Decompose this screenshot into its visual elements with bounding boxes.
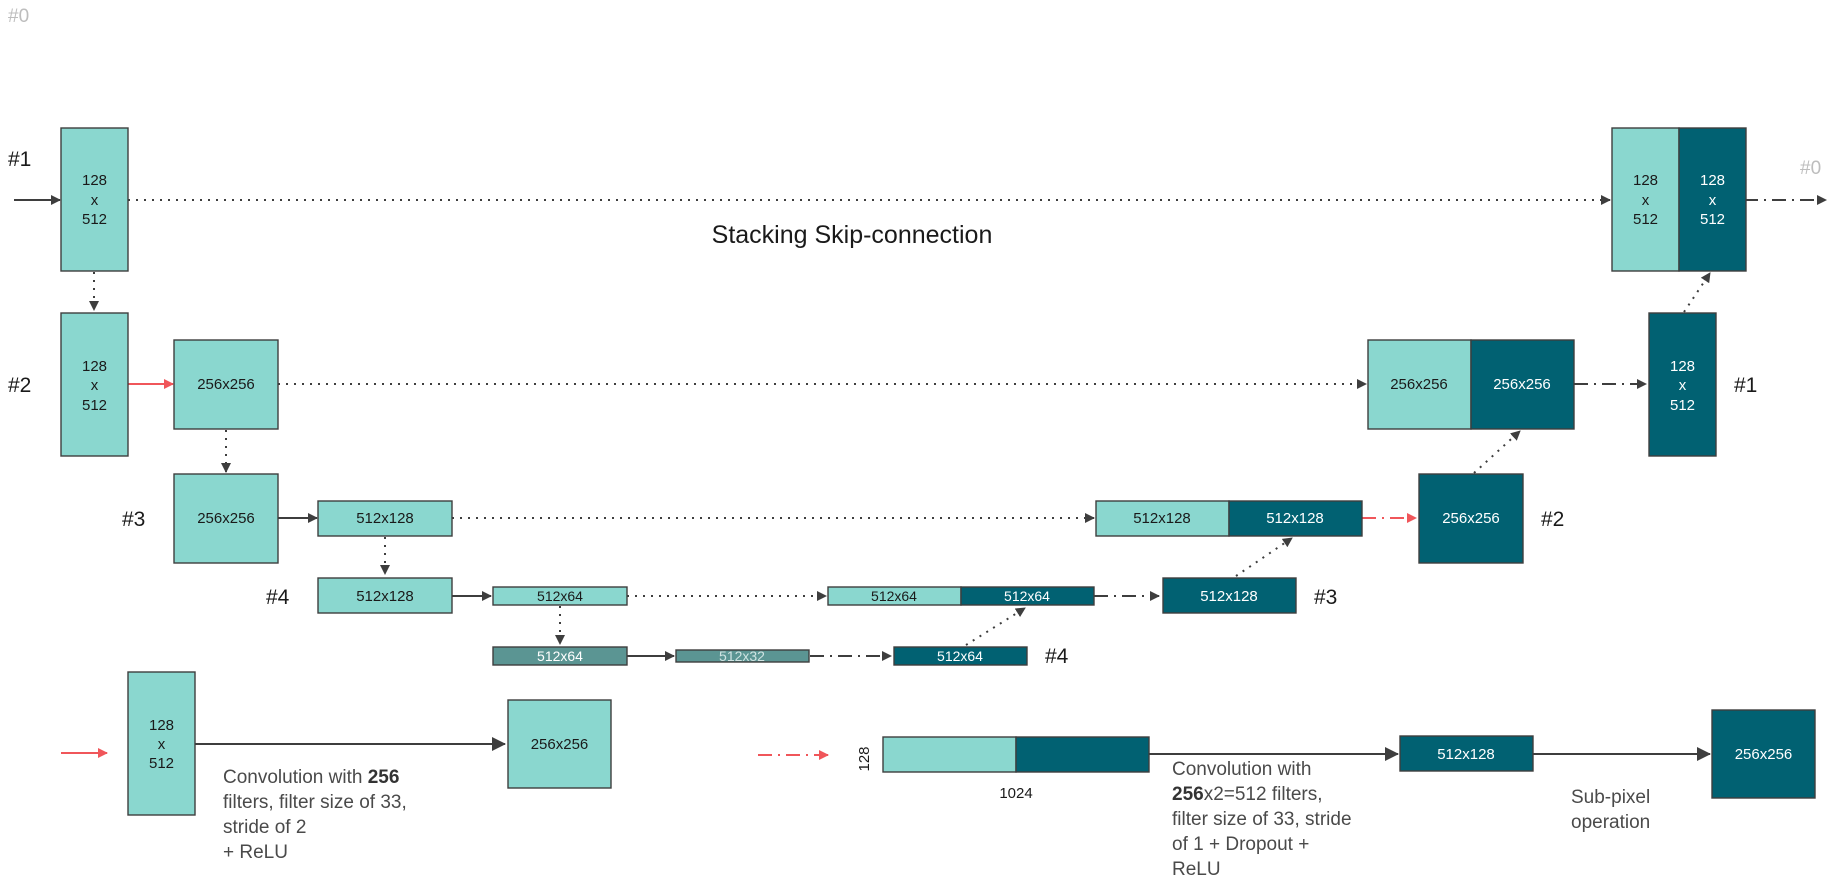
svg-text:512x32: 512x32	[719, 648, 765, 664]
up-connector-4	[965, 607, 1026, 646]
svg-text:512x64: 512x64	[1004, 588, 1050, 604]
block-e4b: 512x64	[492, 586, 628, 606]
svg-text:x: x	[91, 192, 99, 209]
block-s1-stack: 128 x 512 128 x 512	[1611, 127, 1747, 272]
level-label-enc1: #1	[8, 148, 31, 171]
svg-text:512: 512	[82, 211, 107, 228]
level-label-dec3: #3	[1314, 586, 1337, 609]
up-connector-3	[1235, 537, 1293, 577]
svg-text:128: 128	[1700, 172, 1725, 189]
svg-text:512: 512	[1633, 211, 1658, 228]
svg-text:x: x	[1679, 377, 1687, 394]
svg-text:512x128: 512x128	[1200, 588, 1258, 605]
legend-up-description: Convolution with 256x2=512 filters, filt…	[1172, 759, 1357, 880]
svg-text:128: 128	[82, 172, 107, 189]
svg-text:x: x	[91, 377, 99, 394]
svg-text:128: 128	[1633, 172, 1658, 189]
svg-text:256x256: 256x256	[1735, 746, 1793, 763]
block-b1: 512x64	[492, 646, 628, 666]
block-d1: 128 x 512	[1648, 312, 1717, 457]
svg-text:512x128: 512x128	[1133, 510, 1191, 527]
up-connector-2	[1473, 430, 1521, 474]
svg-text:512: 512	[82, 397, 107, 414]
legend-conv-description: Convolution with 256 filters, filter siz…	[223, 767, 412, 863]
legend-up-mid-block: 512x128	[1399, 735, 1534, 772]
level-label-enc2: #2	[8, 374, 31, 397]
legend-conv-input-block: 128 x 512	[127, 671, 196, 816]
svg-text:512x128: 512x128	[1437, 746, 1495, 763]
level-label-dec1: #1	[1734, 374, 1757, 397]
svg-text:512x64: 512x64	[871, 588, 917, 604]
block-e4: 512x128	[317, 577, 453, 614]
block-d4: 512x64	[893, 646, 1028, 666]
svg-text:256x256: 256x256	[197, 376, 255, 393]
level-label-dec2: #2	[1541, 508, 1564, 531]
legend-up-stack-block	[882, 736, 1150, 773]
block-s2-stack: 256x256 256x256	[1367, 339, 1575, 430]
svg-text:512: 512	[1670, 397, 1695, 414]
svg-text:x: x	[158, 736, 166, 753]
diagram-title: Stacking Skip-connection	[712, 221, 993, 249]
level-label-out: #0	[1800, 158, 1821, 179]
svg-text:128: 128	[1670, 358, 1695, 375]
svg-text:512x128: 512x128	[356, 510, 414, 527]
svg-text:x: x	[1709, 192, 1717, 209]
legend-up-width-label: 1024	[999, 785, 1032, 802]
legend-up-height-label: 128	[856, 746, 873, 771]
svg-text:256x256: 256x256	[197, 510, 255, 527]
block-e3: 256x256	[173, 473, 279, 564]
block-s3-stack: 512x128 512x128	[1095, 500, 1363, 537]
level-label-enc4: #4	[266, 586, 290, 609]
up-connector-1	[1683, 272, 1711, 313]
level-label-dec4: #4	[1045, 645, 1069, 668]
svg-text:256x256: 256x256	[1390, 376, 1448, 393]
level-label-enc3: #3	[122, 508, 145, 531]
svg-text:512x128: 512x128	[1266, 510, 1324, 527]
block-e2b: 256x256	[173, 339, 279, 430]
block-d2: 256x256	[1418, 473, 1524, 564]
svg-text:512x128: 512x128	[356, 588, 414, 605]
block-e3b: 512x128	[317, 500, 453, 537]
svg-text:512: 512	[149, 755, 174, 772]
svg-text:512x64: 512x64	[937, 648, 983, 664]
svg-text:256x256: 256x256	[531, 736, 589, 753]
svg-text:128: 128	[149, 717, 174, 734]
svg-text:512: 512	[1700, 211, 1725, 228]
svg-text:128: 128	[82, 358, 107, 375]
legend-conv-output-block: 256x256	[507, 699, 612, 789]
svg-text:256x256: 256x256	[1493, 376, 1551, 393]
svg-text:512x64: 512x64	[537, 588, 583, 604]
block-b2: 512x32	[675, 648, 810, 664]
svg-text:512x64: 512x64	[537, 648, 583, 664]
svg-text:x: x	[1642, 192, 1650, 209]
block-e2: 128 x 512	[60, 312, 129, 457]
legend-subpixel-description: Sub-pixel operation	[1571, 787, 1656, 833]
legend-up-output-block: 256x256	[1711, 709, 1816, 799]
block-s4-stack: 512x64 512x64	[827, 586, 1095, 606]
block-d3: 512x128	[1162, 577, 1297, 614]
corner-label: #0	[8, 6, 29, 27]
svg-text:256x256: 256x256	[1442, 510, 1500, 527]
block-e1: 128 x 512	[60, 127, 129, 272]
